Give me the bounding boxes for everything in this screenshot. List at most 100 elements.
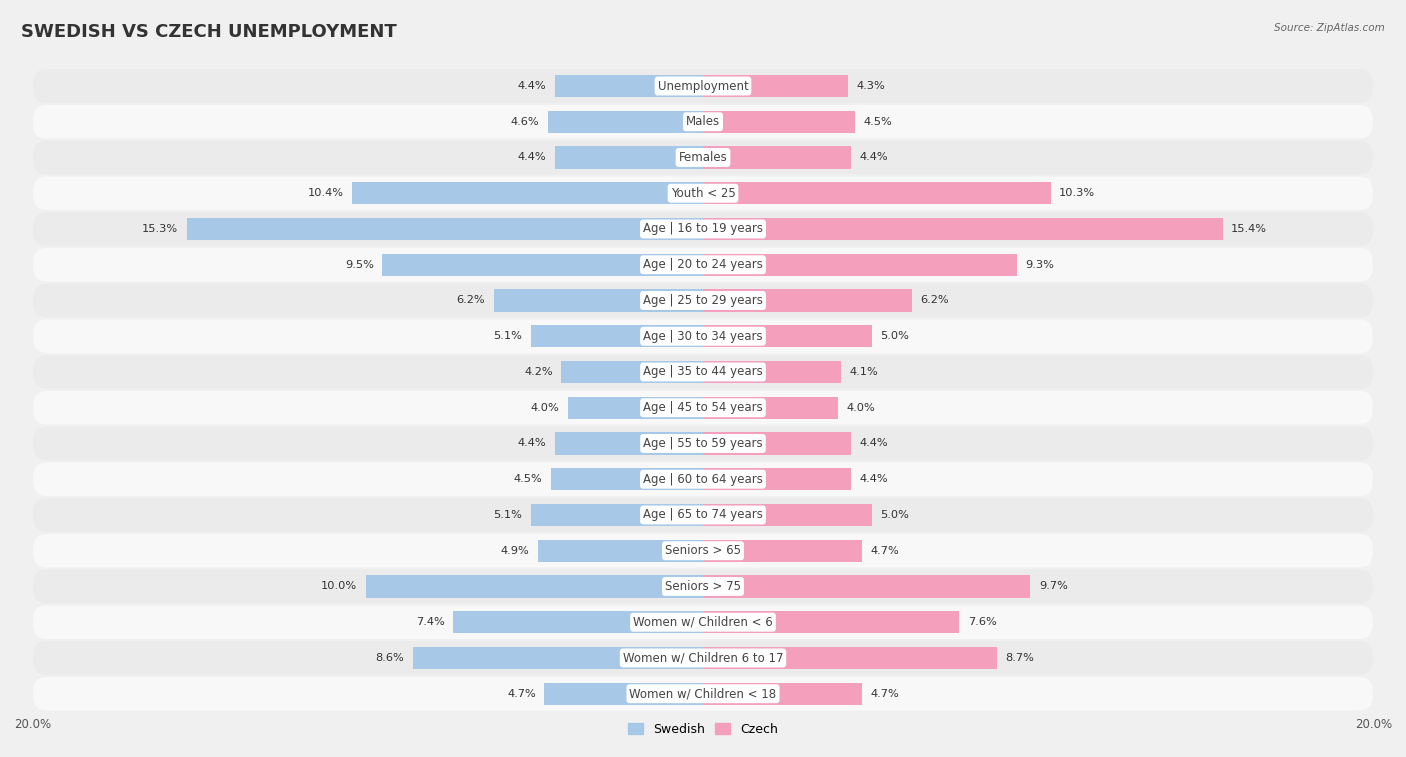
Text: Age | 20 to 24 years: Age | 20 to 24 years bbox=[643, 258, 763, 271]
Text: Women w/ Children < 18: Women w/ Children < 18 bbox=[630, 687, 776, 700]
Text: 4.3%: 4.3% bbox=[856, 81, 886, 91]
Bar bbox=[703, 75, 848, 97]
Text: Age | 30 to 34 years: Age | 30 to 34 years bbox=[643, 330, 763, 343]
Text: 4.4%: 4.4% bbox=[517, 438, 546, 448]
FancyBboxPatch shape bbox=[34, 463, 1372, 496]
Text: 4.5%: 4.5% bbox=[863, 117, 891, 126]
Text: 8.6%: 8.6% bbox=[375, 653, 405, 663]
Bar bbox=[494, 289, 703, 312]
FancyBboxPatch shape bbox=[34, 641, 1372, 674]
Text: 4.7%: 4.7% bbox=[870, 689, 898, 699]
Text: SWEDISH VS CZECH UNEMPLOYMENT: SWEDISH VS CZECH UNEMPLOYMENT bbox=[21, 23, 396, 41]
Text: Age | 60 to 64 years: Age | 60 to 64 years bbox=[643, 472, 763, 486]
Text: Males: Males bbox=[686, 115, 720, 128]
FancyBboxPatch shape bbox=[34, 141, 1372, 174]
Text: Age | 45 to 54 years: Age | 45 to 54 years bbox=[643, 401, 763, 414]
Text: 4.5%: 4.5% bbox=[515, 474, 543, 484]
Bar bbox=[703, 397, 838, 419]
FancyBboxPatch shape bbox=[34, 105, 1372, 139]
Bar bbox=[531, 504, 703, 526]
Text: 4.7%: 4.7% bbox=[870, 546, 898, 556]
Bar bbox=[187, 218, 703, 240]
Text: 20.0%: 20.0% bbox=[14, 718, 51, 731]
Text: 7.6%: 7.6% bbox=[967, 617, 997, 628]
FancyBboxPatch shape bbox=[34, 176, 1372, 210]
Text: 4.4%: 4.4% bbox=[517, 81, 546, 91]
Bar bbox=[703, 504, 872, 526]
Text: 6.2%: 6.2% bbox=[457, 295, 485, 306]
Text: 5.1%: 5.1% bbox=[494, 332, 523, 341]
FancyBboxPatch shape bbox=[34, 570, 1372, 603]
FancyBboxPatch shape bbox=[34, 212, 1372, 246]
Text: 9.3%: 9.3% bbox=[1025, 260, 1054, 269]
Text: Youth < 25: Youth < 25 bbox=[671, 187, 735, 200]
Text: 4.9%: 4.9% bbox=[501, 546, 529, 556]
Text: 4.0%: 4.0% bbox=[531, 403, 560, 413]
Text: Age | 16 to 19 years: Age | 16 to 19 years bbox=[643, 223, 763, 235]
Text: 9.7%: 9.7% bbox=[1039, 581, 1067, 591]
Bar bbox=[554, 75, 703, 97]
FancyBboxPatch shape bbox=[34, 534, 1372, 568]
Text: 4.1%: 4.1% bbox=[849, 367, 879, 377]
Bar bbox=[561, 361, 703, 383]
FancyBboxPatch shape bbox=[34, 498, 1372, 531]
Text: Unemployment: Unemployment bbox=[658, 79, 748, 92]
Text: 10.4%: 10.4% bbox=[308, 188, 343, 198]
Bar bbox=[568, 397, 703, 419]
Text: Age | 35 to 44 years: Age | 35 to 44 years bbox=[643, 366, 763, 378]
Bar bbox=[453, 611, 703, 634]
Bar bbox=[703, 683, 862, 705]
Text: 5.0%: 5.0% bbox=[880, 510, 910, 520]
Text: 4.6%: 4.6% bbox=[510, 117, 540, 126]
Legend: Swedish, Czech: Swedish, Czech bbox=[623, 718, 783, 740]
Text: 4.0%: 4.0% bbox=[846, 403, 875, 413]
Bar bbox=[703, 218, 1223, 240]
Bar bbox=[352, 182, 703, 204]
FancyBboxPatch shape bbox=[34, 427, 1372, 460]
Bar bbox=[703, 575, 1031, 597]
Text: Source: ZipAtlas.com: Source: ZipAtlas.com bbox=[1274, 23, 1385, 33]
FancyBboxPatch shape bbox=[34, 319, 1372, 353]
Text: 4.4%: 4.4% bbox=[860, 152, 889, 163]
Bar bbox=[537, 540, 703, 562]
Bar bbox=[703, 182, 1050, 204]
Text: 4.2%: 4.2% bbox=[524, 367, 553, 377]
Text: Seniors > 75: Seniors > 75 bbox=[665, 580, 741, 593]
Text: Women w/ Children 6 to 17: Women w/ Children 6 to 17 bbox=[623, 652, 783, 665]
Text: 9.5%: 9.5% bbox=[344, 260, 374, 269]
Text: 6.2%: 6.2% bbox=[921, 295, 949, 306]
Bar bbox=[703, 254, 1017, 276]
Text: 10.3%: 10.3% bbox=[1059, 188, 1095, 198]
FancyBboxPatch shape bbox=[34, 69, 1372, 103]
Bar bbox=[703, 468, 852, 491]
Text: 20.0%: 20.0% bbox=[1355, 718, 1392, 731]
Text: 4.7%: 4.7% bbox=[508, 689, 536, 699]
FancyBboxPatch shape bbox=[34, 284, 1372, 317]
FancyBboxPatch shape bbox=[34, 606, 1372, 639]
Text: 15.4%: 15.4% bbox=[1232, 224, 1267, 234]
Bar bbox=[703, 432, 852, 454]
Text: 4.4%: 4.4% bbox=[517, 152, 546, 163]
Text: 10.0%: 10.0% bbox=[321, 581, 357, 591]
Bar bbox=[544, 683, 703, 705]
Text: Age | 55 to 59 years: Age | 55 to 59 years bbox=[643, 437, 763, 450]
Text: 15.3%: 15.3% bbox=[142, 224, 179, 234]
Text: Women w/ Children < 6: Women w/ Children < 6 bbox=[633, 615, 773, 629]
Bar bbox=[531, 326, 703, 347]
Bar bbox=[703, 289, 912, 312]
Bar bbox=[382, 254, 703, 276]
Text: 4.4%: 4.4% bbox=[860, 438, 889, 448]
Bar bbox=[551, 468, 703, 491]
Bar bbox=[413, 647, 703, 669]
Text: 5.0%: 5.0% bbox=[880, 332, 910, 341]
Text: Age | 25 to 29 years: Age | 25 to 29 years bbox=[643, 294, 763, 307]
FancyBboxPatch shape bbox=[34, 355, 1372, 389]
FancyBboxPatch shape bbox=[34, 677, 1372, 711]
Text: 8.7%: 8.7% bbox=[1005, 653, 1033, 663]
FancyBboxPatch shape bbox=[34, 391, 1372, 425]
Bar bbox=[703, 540, 862, 562]
Text: 5.1%: 5.1% bbox=[494, 510, 523, 520]
Bar bbox=[366, 575, 703, 597]
Bar bbox=[703, 146, 852, 169]
Bar bbox=[703, 647, 997, 669]
